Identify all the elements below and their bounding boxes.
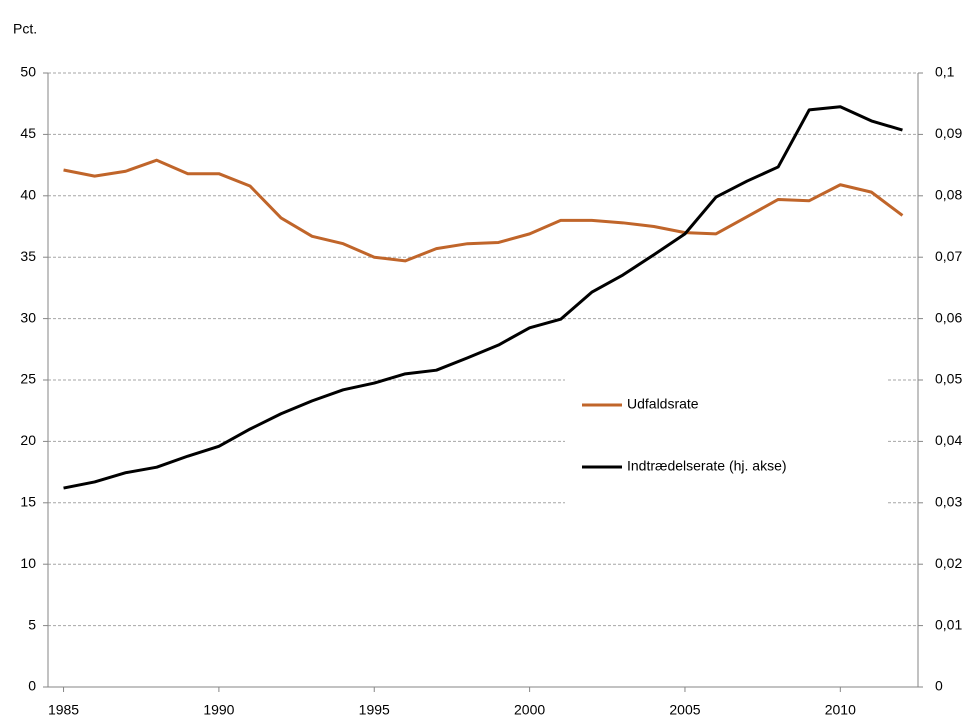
y2-tick-label: 0,01 [935, 616, 962, 632]
y2-tick-label: 0,04 [935, 432, 962, 448]
y-tick-label: 25 [20, 371, 36, 387]
y-tick-label: 45 [20, 125, 36, 141]
legend-label: Indtrædelserate (hj. akse) [627, 458, 787, 474]
x-tick-label: 2000 [514, 702, 545, 718]
series-line [63, 158, 904, 263]
y-tick-label: 20 [20, 432, 36, 448]
x-tick-label: 2010 [825, 702, 856, 718]
y2-tick-label: 0,07 [935, 248, 962, 264]
y-tick-label: 10 [20, 555, 36, 571]
y2-tick-label: 0,03 [935, 494, 962, 510]
y2-tick-label: 0 [935, 678, 943, 694]
x-tick-label: 2005 [669, 702, 700, 718]
series-line [63, 105, 903, 490]
legend-box [565, 370, 887, 515]
x-tick-label: 1995 [359, 702, 390, 718]
x-tick-label: 1985 [48, 702, 79, 718]
y-axis-label: Pct. [13, 21, 37, 37]
legend-label: Udfaldsrate [627, 396, 699, 412]
y2-tick-label: 0,06 [935, 309, 962, 325]
y-tick-label: 30 [20, 309, 36, 325]
x-tick-label: 1990 [203, 702, 234, 718]
y2-tick-label: 0,05 [935, 371, 962, 387]
y-tick-label: 5 [28, 616, 36, 632]
y-tick-label: 15 [20, 494, 36, 510]
y-tick-label: 50 [20, 64, 36, 80]
y2-tick-label: 0,09 [935, 125, 962, 141]
y2-tick-label: 0,1 [935, 64, 955, 80]
y-tick-label: 40 [20, 187, 36, 203]
y2-tick-label: 0,08 [935, 187, 962, 203]
y2-tick-label: 0,02 [935, 555, 962, 571]
y-tick-label: 35 [20, 248, 36, 264]
y-tick-label: 0 [28, 678, 36, 694]
